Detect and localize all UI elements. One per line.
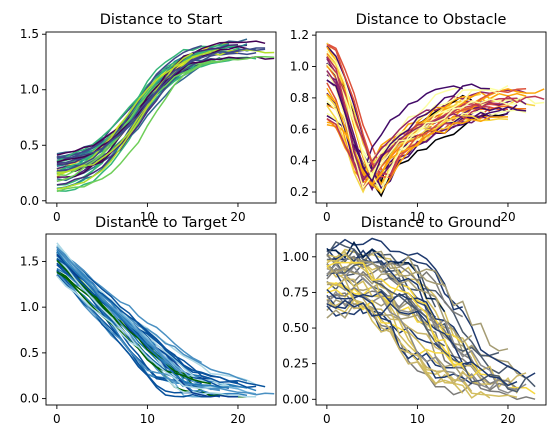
y-tick-label: 0.2 (290, 185, 309, 199)
y-tick-label: 0.0 (20, 194, 39, 208)
series-line (56, 61, 212, 193)
series-line (56, 275, 211, 390)
x-tick-label: 10 (410, 412, 425, 426)
series-line (56, 248, 239, 384)
series-line (56, 44, 202, 164)
plot-area (326, 42, 545, 198)
series-line (326, 263, 527, 391)
tick-group: 0 10 20 0.00 0.25 0.50 0.75 1.00 (282, 250, 515, 426)
plot-area (56, 242, 275, 398)
series-line (326, 50, 518, 180)
axes-frame (45, 233, 277, 406)
subplot-title: Distance to Obstacle (356, 12, 507, 28)
y-tick-label: 1.0 (20, 300, 39, 314)
y-tick-label: 1.00 (282, 250, 309, 264)
y-tick-label: 0.8 (290, 91, 309, 105)
tick-group: 0 10 20 0.2 0.4 0.6 0.8 1.0 1.2 (290, 28, 516, 224)
series-line (326, 261, 464, 368)
y-tick-label: 1.5 (20, 254, 39, 268)
axes-frame (315, 233, 547, 406)
y-tick-label: 1.5 (20, 27, 39, 41)
series-line (326, 247, 536, 380)
subplot-title: Distance to Ground (361, 215, 502, 231)
plot-area (326, 237, 536, 401)
series-line (56, 249, 275, 396)
y-tick-label: 0.4 (290, 154, 309, 168)
series-line (326, 299, 518, 387)
x-tick-label: 20 (500, 412, 515, 426)
series-line (326, 74, 491, 187)
y-tick-label: 1.0 (20, 83, 39, 97)
x-tick-label: 10 (410, 210, 425, 224)
subplot-distance-to-start: Distance to Start 0 10 20 0.0 0.5 1.0 1.5 (20, 12, 277, 224)
y-tick-label: 1.2 (290, 28, 309, 42)
x-tick-label: 0 (53, 412, 61, 426)
series-line (56, 49, 221, 190)
series-line (326, 276, 518, 375)
x-tick-label: 0 (323, 210, 331, 224)
series-line (56, 47, 257, 160)
x-tick-label: 10 (140, 412, 155, 426)
series-line (326, 268, 473, 344)
y-tick-label: 0.5 (20, 346, 39, 360)
series-line (56, 55, 202, 172)
series-line (326, 44, 527, 179)
x-tick-label: 0 (53, 210, 61, 224)
x-tick-label: 20 (500, 210, 515, 224)
series-line (326, 240, 445, 347)
y-tick-label: 0.25 (282, 357, 309, 371)
y-tick-label: 0.0 (20, 392, 39, 406)
series-line (326, 287, 482, 378)
y-tick-label: 0.5 (20, 138, 39, 152)
series-line (56, 249, 203, 364)
subplot-title: Distance to Target (95, 215, 227, 231)
series-line (326, 70, 463, 182)
series-line (56, 47, 266, 159)
axes-frame (315, 31, 547, 204)
series-line (326, 250, 446, 287)
x-tick-label: 20 (230, 210, 245, 224)
tick-group: 0 10 20 0.0 0.5 1.0 1.5 (20, 254, 246, 426)
subplot-distance-to-ground: Distance to Ground 0 10 20 0.00 0.25 0.50 0.75… (282, 215, 547, 426)
tick-group: 0 10 20 0.0 0.5 1.0 1.5 (20, 27, 246, 224)
series-line (326, 85, 463, 175)
y-tick-label: 0.75 (282, 285, 309, 299)
x-tick-label: 20 (230, 412, 245, 426)
series-line (56, 250, 229, 389)
y-tick-label: 0.00 (282, 392, 309, 406)
y-tick-label: 1.0 (290, 60, 309, 74)
x-tick-label: 10 (140, 210, 155, 224)
series-line (326, 278, 473, 385)
series-line (326, 281, 463, 367)
series-line (326, 265, 518, 398)
x-tick-label: 0 (323, 412, 331, 426)
y-tick-label: 0.6 (290, 122, 309, 136)
series-line (326, 79, 490, 183)
series-line (326, 237, 463, 311)
series-line (326, 105, 509, 194)
subplot-distance-to-obstacle: Distance to Obstacle 0 10 20 0.2 0.4 0.6 0.8 1.… (290, 12, 547, 224)
plot-area (56, 38, 275, 193)
series-line (56, 55, 275, 182)
y-tick-label: 0.50 (282, 321, 309, 335)
subplot-distance-to-target: Distance to Target 0 10 20 0.0 0.5 1.0 1.5 (20, 215, 277, 426)
axes-frame (45, 31, 277, 204)
subplot-title: Distance to Start (100, 12, 223, 28)
